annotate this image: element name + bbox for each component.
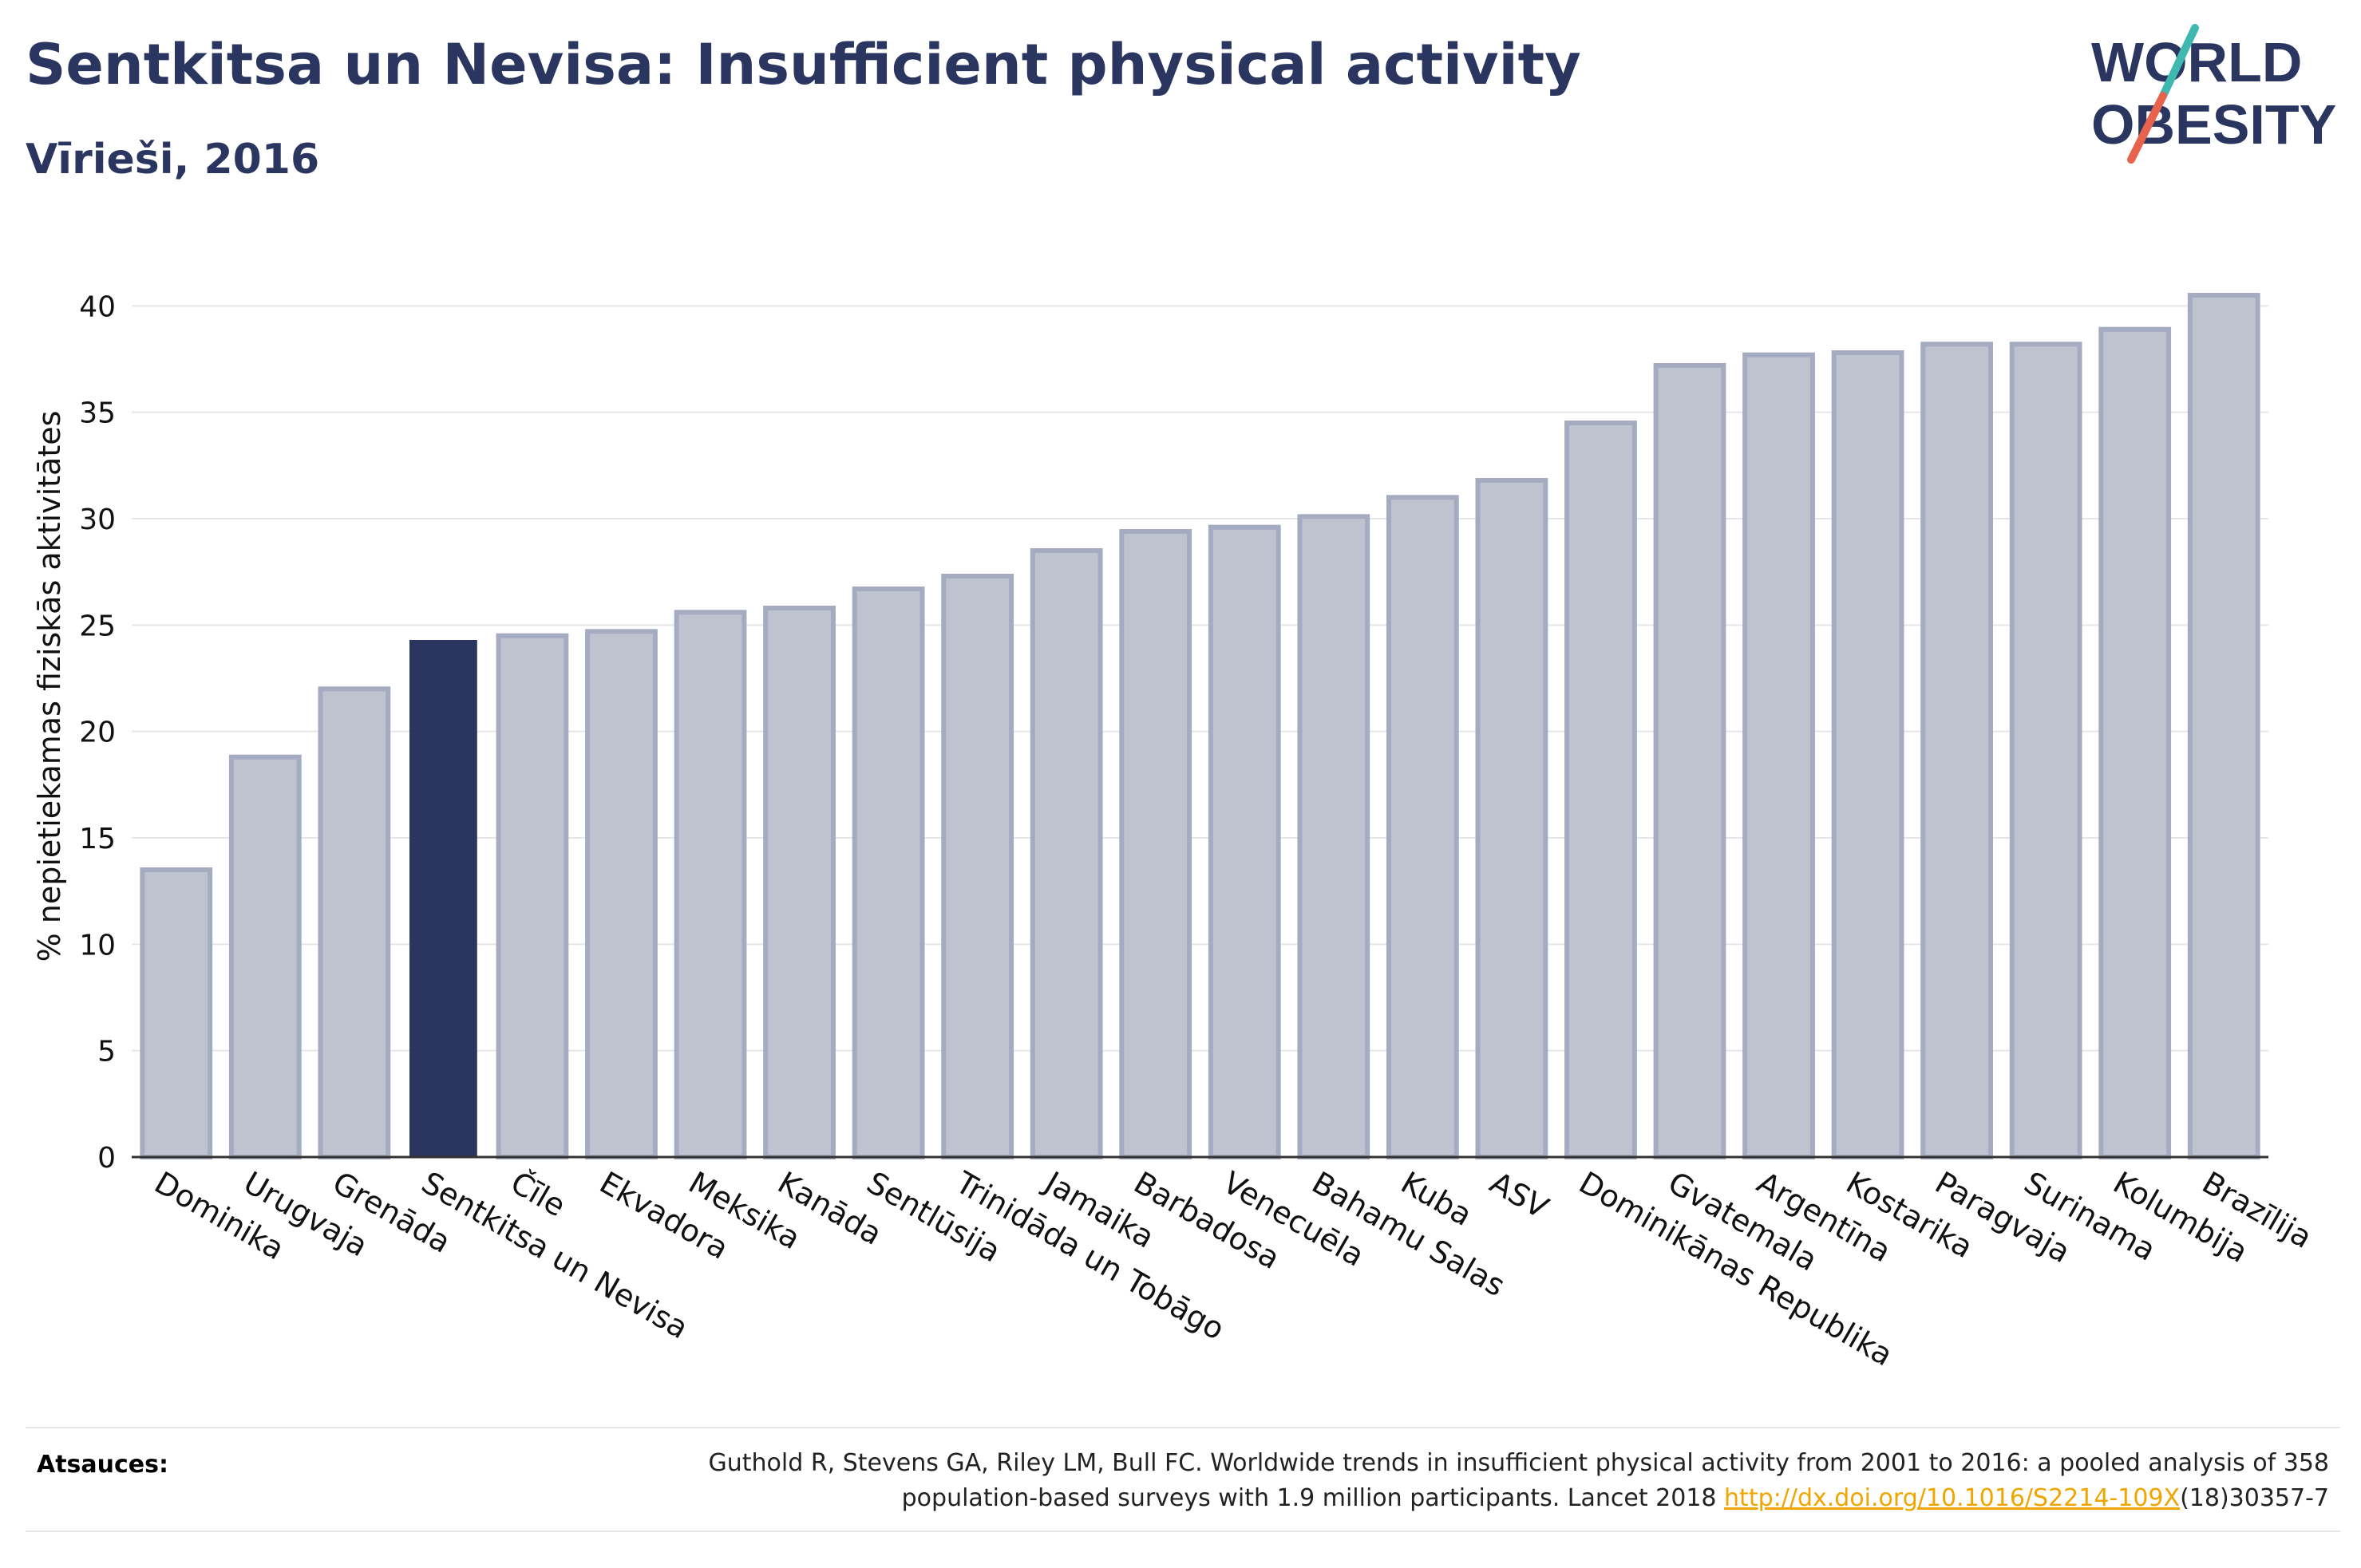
- y-tick-label: 40: [79, 290, 116, 323]
- bar-10: [1030, 548, 1103, 1159]
- bar-7: [763, 606, 836, 1159]
- doi-link[interactable]: http://dx.doi.org/10.1016/S2214-109X: [1724, 1484, 2181, 1512]
- sources-footer: Atsauces: Guthold R, Stevens GA, Riley L…: [26, 1427, 2340, 1532]
- logo-word-world: WORLD: [2091, 31, 2302, 93]
- chart-title: Sentkitsa un Nevisa: Insufficient physic…: [26, 32, 1581, 97]
- bar-4: [496, 633, 569, 1159]
- bar-21: [2009, 342, 2082, 1160]
- logo-slash-red: [2127, 92, 2167, 164]
- x-tick-label: ASV: [1484, 1165, 1554, 1226]
- bar-8: [852, 587, 925, 1159]
- bar-3: [409, 640, 477, 1157]
- bar-5: [585, 629, 658, 1159]
- bar-1: [228, 754, 302, 1160]
- bar-12: [1208, 524, 1281, 1159]
- bar-18: [1742, 352, 1815, 1159]
- y-tick-label: 15: [79, 823, 116, 855]
- y-axis-label: % nepietiekamas fiziskās aktivitātes: [32, 410, 67, 962]
- y-tick-label: 25: [79, 610, 116, 642]
- bar-19: [1831, 350, 1904, 1159]
- bar-chart: 0 5 10 15 20 25 30 35 40 DominikaUrugvajaGrenāda…: [79, 290, 2318, 1373]
- bar-2: [318, 686, 391, 1159]
- chart-subtitle: Vīrieši, 2016: [26, 136, 320, 184]
- bar-20: [1920, 342, 1993, 1160]
- source-line1: Guthold R, Stevens GA, Riley LM, Bull FC…: [708, 1449, 2329, 1477]
- y-tick-label: 20: [79, 717, 116, 749]
- bar-23: [2187, 293, 2260, 1159]
- y-tick-label: 5: [97, 1036, 116, 1068]
- y-tick-label: 30: [79, 504, 116, 536]
- world-obesity-logo: WORLD OBESITY: [2091, 24, 2336, 164]
- bars: [140, 293, 2260, 1160]
- bar-0: [140, 867, 213, 1159]
- bar-13: [1297, 514, 1370, 1159]
- y-tick-label: 35: [79, 397, 116, 430]
- bar-11: [1119, 529, 1192, 1159]
- y-tick-label: 10: [79, 929, 116, 962]
- y-axis-ticks: 0 5 10 15 20 25 30 35 40: [79, 290, 116, 1175]
- bar-17: [1653, 363, 1726, 1159]
- logo-slash-teal: [2159, 24, 2199, 100]
- source-line2-prefix: population-based surveys with 1.9 millio…: [901, 1484, 1725, 1512]
- sources-text: Guthold R, Stevens GA, Riley LM, Bull FC…: [493, 1446, 2329, 1516]
- source-line2-suffix: (18)30357-7: [2180, 1484, 2329, 1512]
- bar-16: [1564, 421, 1637, 1159]
- bar-9: [941, 574, 1014, 1159]
- bar-22: [2098, 326, 2172, 1160]
- logo-word-obesity: OBESITY: [2091, 93, 2336, 156]
- bar-14: [1386, 495, 1459, 1159]
- bar-15: [1475, 478, 1548, 1159]
- y-tick-label: 0: [97, 1142, 116, 1175]
- sources-label: Atsauces:: [37, 1451, 168, 1479]
- bar-6: [674, 610, 747, 1159]
